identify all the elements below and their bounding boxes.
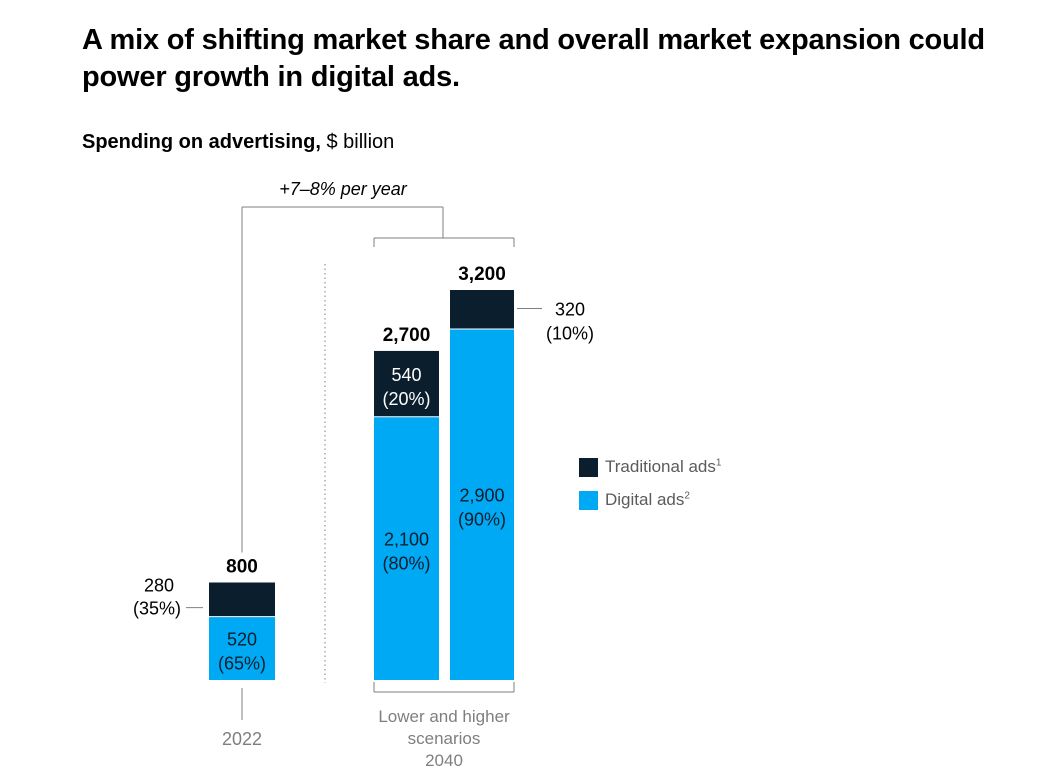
traditional-value-label-2040-higher: 320 xyxy=(555,300,585,320)
total-label-2040-higher: 3,200 xyxy=(458,264,506,285)
bar-digital-2040-lower xyxy=(374,416,439,680)
chart-headline: A mix of shifting market share and overa… xyxy=(82,24,985,93)
digital-pct-label-2040-higher: (90%) xyxy=(458,510,506,530)
x-axis-label-2022: 2022 xyxy=(222,729,262,749)
digital-value-label-2022: 520 xyxy=(227,629,257,649)
traditional-value-label-2022: 280 xyxy=(144,576,174,596)
total-label-2022: 800 xyxy=(226,557,258,578)
bar-traditional-2040-higher xyxy=(450,290,514,329)
total-label-2040-lower: 2,700 xyxy=(383,325,431,346)
traditional-pct-label-2040-lower: (20%) xyxy=(382,389,430,409)
bar-digital-2040-higher xyxy=(450,329,514,680)
legend-label-traditional: Traditional ads xyxy=(605,457,716,476)
legend-item-traditional: Traditional ads1 xyxy=(579,456,721,478)
traditional-pct-label-2040-higher: (10%) xyxy=(546,324,594,344)
legend-footnote-traditional: 1 xyxy=(715,457,722,469)
chart-legend: Traditional ads1 Digital ads2 xyxy=(579,456,721,522)
legend-swatch-traditional xyxy=(579,457,598,477)
legend-swatch-digital xyxy=(579,490,598,510)
legend-footnote-digital: 2 xyxy=(684,490,690,502)
growth-rate-annotation: +7–8% per year xyxy=(279,179,408,199)
subtitle-unit: $ billion xyxy=(320,131,395,153)
x-axis-label-2040-line-1: Lower and higher xyxy=(378,707,510,726)
x-axis-label-2040-line-2: scenarios xyxy=(408,729,481,748)
digital-pct-label-2022: (65%) xyxy=(218,653,266,673)
digital-value-label-2040-higher: 2,900 xyxy=(459,486,504,506)
subtitle-bold: Spending on advertising, xyxy=(82,131,321,153)
bar-digital-2022 xyxy=(209,616,275,680)
bar-traditional-2022 xyxy=(209,582,275,617)
legend-item-digital: Digital ads2 xyxy=(579,489,721,511)
digital-pct-label-2040-lower: (80%) xyxy=(382,553,430,573)
chart-subtitle: Spending on advertising, $ billion xyxy=(82,130,394,154)
x-axis-label-2040-line-3: 2040 xyxy=(425,751,463,770)
traditional-pct-label-2022: (35%) xyxy=(133,599,181,619)
traditional-value-label-2040-lower: 540 xyxy=(391,365,421,385)
digital-value-label-2040-lower: 2,100 xyxy=(384,529,429,549)
legend-label-digital: Digital ads xyxy=(605,490,685,509)
bar-traditional-2040-lower xyxy=(374,350,439,417)
